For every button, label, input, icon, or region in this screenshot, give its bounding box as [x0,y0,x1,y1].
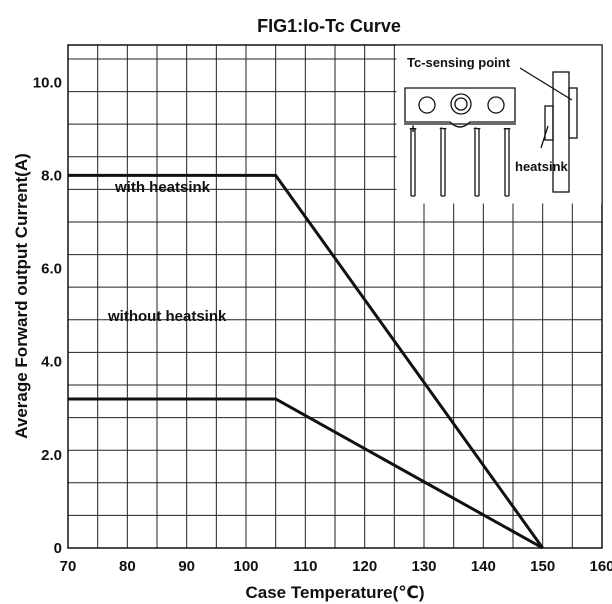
label-without-heatsink: without heatsink [107,308,227,325]
y-tick-label: 4.0 [41,354,62,371]
tick-labels: 70 80 90 100 110 120 130 140 150 160 0 2.0 4.0 6.0 8.0… [33,74,612,575]
y-tick-label: 10.0 [33,74,62,91]
x-tick-label: 150 [530,558,555,575]
y-axis-label: Average Forward output Current(A) [12,153,31,439]
inset-diagram: + ~ ~ − Tc-sensing point heatsink [396,45,602,204]
label-with-heatsink: with heatsink [114,179,211,196]
x-tick-label: 120 [352,558,377,575]
pin-mark-plus: + [409,121,417,136]
pin-mark-minus: − [503,121,511,136]
x-axis-label: Case Temperature(℃) [246,583,425,602]
pin-mark-ac1: ~ [439,121,447,136]
x-tick-label: 100 [233,558,258,575]
plot-frame [67,44,603,549]
series-line-with-heatsink [68,173,544,549]
x-tick-label: 160 [589,558,612,575]
series-line-without-heatsink [68,397,544,550]
bridge-rectifier-drawing [404,67,578,197]
chart-title: FIG1:Io-Tc Curve [257,16,401,36]
x-tick-label: 80 [119,558,136,575]
y-tick-label: 2.0 [41,447,62,464]
x-tick-label: 140 [471,558,496,575]
y-tick-label: 0 [54,540,62,557]
tc-sensing-point-label: Tc-sensing point [407,55,511,70]
y-tick-label: 6.0 [41,261,62,278]
x-tick-label: 110 [293,558,317,575]
x-tick-label: 90 [178,558,195,575]
x-tick-label: 130 [411,558,436,575]
x-tick-label: 70 [60,558,77,575]
series-lines [68,173,544,550]
pin-mark-ac2: ~ [473,121,481,136]
y-tick-label: 8.0 [41,167,62,184]
heatsink-label: heatsink [515,159,569,174]
